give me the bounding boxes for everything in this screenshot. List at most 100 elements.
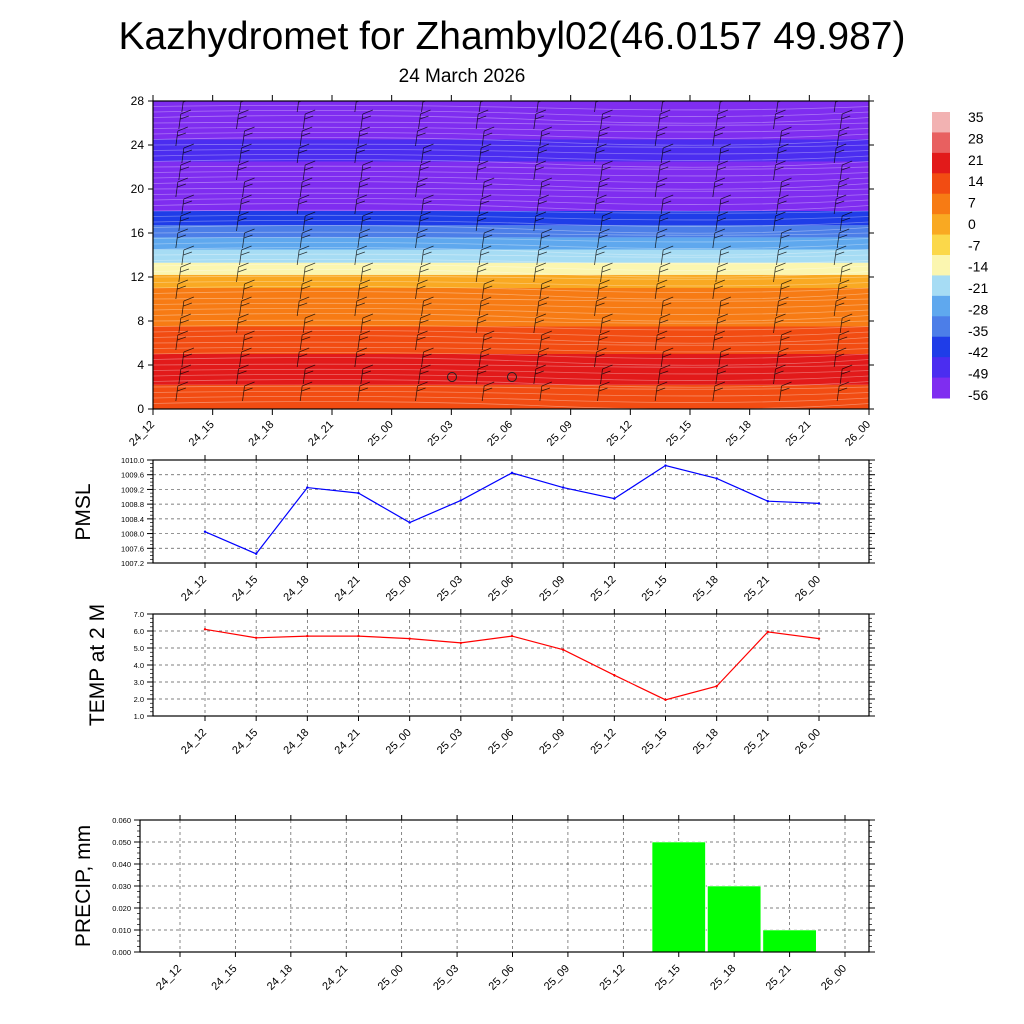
wind-barb xyxy=(421,347,434,368)
data-point xyxy=(203,628,207,631)
wind-barb xyxy=(597,279,610,300)
wind-barb xyxy=(839,211,853,232)
wind-barb xyxy=(654,228,668,249)
x-tick-label: 25_06 xyxy=(487,963,517,993)
wind-barb xyxy=(178,160,191,181)
colorbar-label: 28 xyxy=(968,130,984,146)
isotherm-line xyxy=(153,165,869,170)
wind-barb xyxy=(836,330,850,351)
x-tick-label: 25_00 xyxy=(376,963,406,993)
wind-barb xyxy=(536,347,549,368)
colorbar-swatch xyxy=(932,295,950,317)
y-tick-label: 2.0 xyxy=(134,695,144,704)
data-point xyxy=(613,497,616,500)
x-tick-label: 25_18 xyxy=(691,727,721,757)
data-point xyxy=(817,637,821,640)
temperature-band-5 xyxy=(153,274,869,288)
wind-barb xyxy=(600,364,613,385)
x-tick-label: 25_06 xyxy=(485,419,515,449)
wind-barb xyxy=(836,177,850,198)
isotherm-line xyxy=(153,121,869,126)
wind-barb xyxy=(181,347,194,368)
x-tick-label: 25_15 xyxy=(640,727,670,757)
precip-bar xyxy=(762,929,817,953)
data-point xyxy=(766,500,770,503)
wind-barb xyxy=(296,245,310,266)
y-tick-label: 5.0 xyxy=(134,644,144,653)
colorbar-label: -56 xyxy=(968,387,988,403)
wind-barb xyxy=(181,143,194,164)
wind-barb xyxy=(360,109,373,130)
colorbar-swatch xyxy=(932,316,950,338)
wind-barb xyxy=(712,330,725,351)
isotherm-line xyxy=(153,236,869,243)
temperature-band-3 xyxy=(153,304,869,327)
isotherm-line xyxy=(153,209,869,214)
colorbar-label: -42 xyxy=(968,344,988,360)
x-tick-label: 25_15 xyxy=(664,419,694,449)
temperature-band-1 xyxy=(153,354,869,385)
colorbar-label: -14 xyxy=(968,259,988,275)
wind-barb xyxy=(654,279,668,300)
wind-barb xyxy=(839,160,853,181)
wind-barb xyxy=(178,109,191,130)
wind-barb xyxy=(239,245,252,266)
isotherm-line xyxy=(153,137,869,146)
y-tick-label: 1008.8 xyxy=(121,500,144,509)
colorbar-swatch xyxy=(932,132,950,154)
isotherm-line xyxy=(153,341,869,346)
wind-barb xyxy=(181,245,194,266)
y-tick-label: 12 xyxy=(131,270,145,284)
y-axis-label: PMSL xyxy=(72,483,95,540)
y-tick-label: 24 xyxy=(131,138,145,152)
isotherm-line xyxy=(153,363,869,368)
colorbar-label: 7 xyxy=(968,195,976,211)
data-point xyxy=(203,530,207,533)
wind-barb xyxy=(833,347,847,368)
data-point xyxy=(357,491,360,495)
wind-barb xyxy=(175,381,188,402)
wind-barb xyxy=(478,347,492,368)
panel-frame xyxy=(139,819,870,953)
data-point xyxy=(817,502,821,505)
wind-barb xyxy=(539,381,552,402)
colorbar-swatch xyxy=(932,152,950,174)
wind-barb xyxy=(175,330,188,351)
wind-barb xyxy=(178,211,191,232)
wind-barb xyxy=(415,126,428,147)
wind-barb xyxy=(536,143,549,164)
wind-barb xyxy=(773,160,786,181)
isotherm-line xyxy=(153,313,869,322)
x-tick-label: 24_18 xyxy=(281,574,311,604)
isotherm-line xyxy=(153,390,869,397)
x-tick-label: 25_03 xyxy=(435,574,465,604)
x-tick-label: 24_18 xyxy=(281,727,311,757)
colorbar-label: -28 xyxy=(968,301,988,317)
isotherm-line xyxy=(153,258,869,265)
wind-barb xyxy=(475,160,489,181)
wind-barb xyxy=(776,296,789,317)
wind-barb xyxy=(299,279,313,300)
x-tick-label: 24_12 xyxy=(179,574,209,604)
wind-barb xyxy=(600,211,613,232)
isotherm-line xyxy=(153,352,869,359)
wind-barb xyxy=(654,126,668,147)
x-tick-label: 25_12 xyxy=(588,727,618,757)
y-axis-label: PRECIP, mm xyxy=(72,825,95,947)
wind-barb xyxy=(299,177,313,198)
data-point xyxy=(408,637,411,640)
isotherm-line xyxy=(153,385,869,390)
colorbar-swatch xyxy=(932,173,950,195)
wind-barb xyxy=(481,126,495,147)
wind-barb xyxy=(181,296,194,317)
isotherm-line xyxy=(153,308,869,315)
colorbar-label: -35 xyxy=(968,323,988,339)
x-tick-label: 26_00 xyxy=(793,574,823,604)
wind-barb xyxy=(533,160,546,181)
wind-barb xyxy=(654,330,668,351)
wind-barb xyxy=(354,143,367,164)
isotherm-line xyxy=(153,104,869,111)
temperature-band-12 xyxy=(153,161,869,184)
colorbar-label: 21 xyxy=(968,152,984,168)
wind-barb xyxy=(418,160,431,181)
